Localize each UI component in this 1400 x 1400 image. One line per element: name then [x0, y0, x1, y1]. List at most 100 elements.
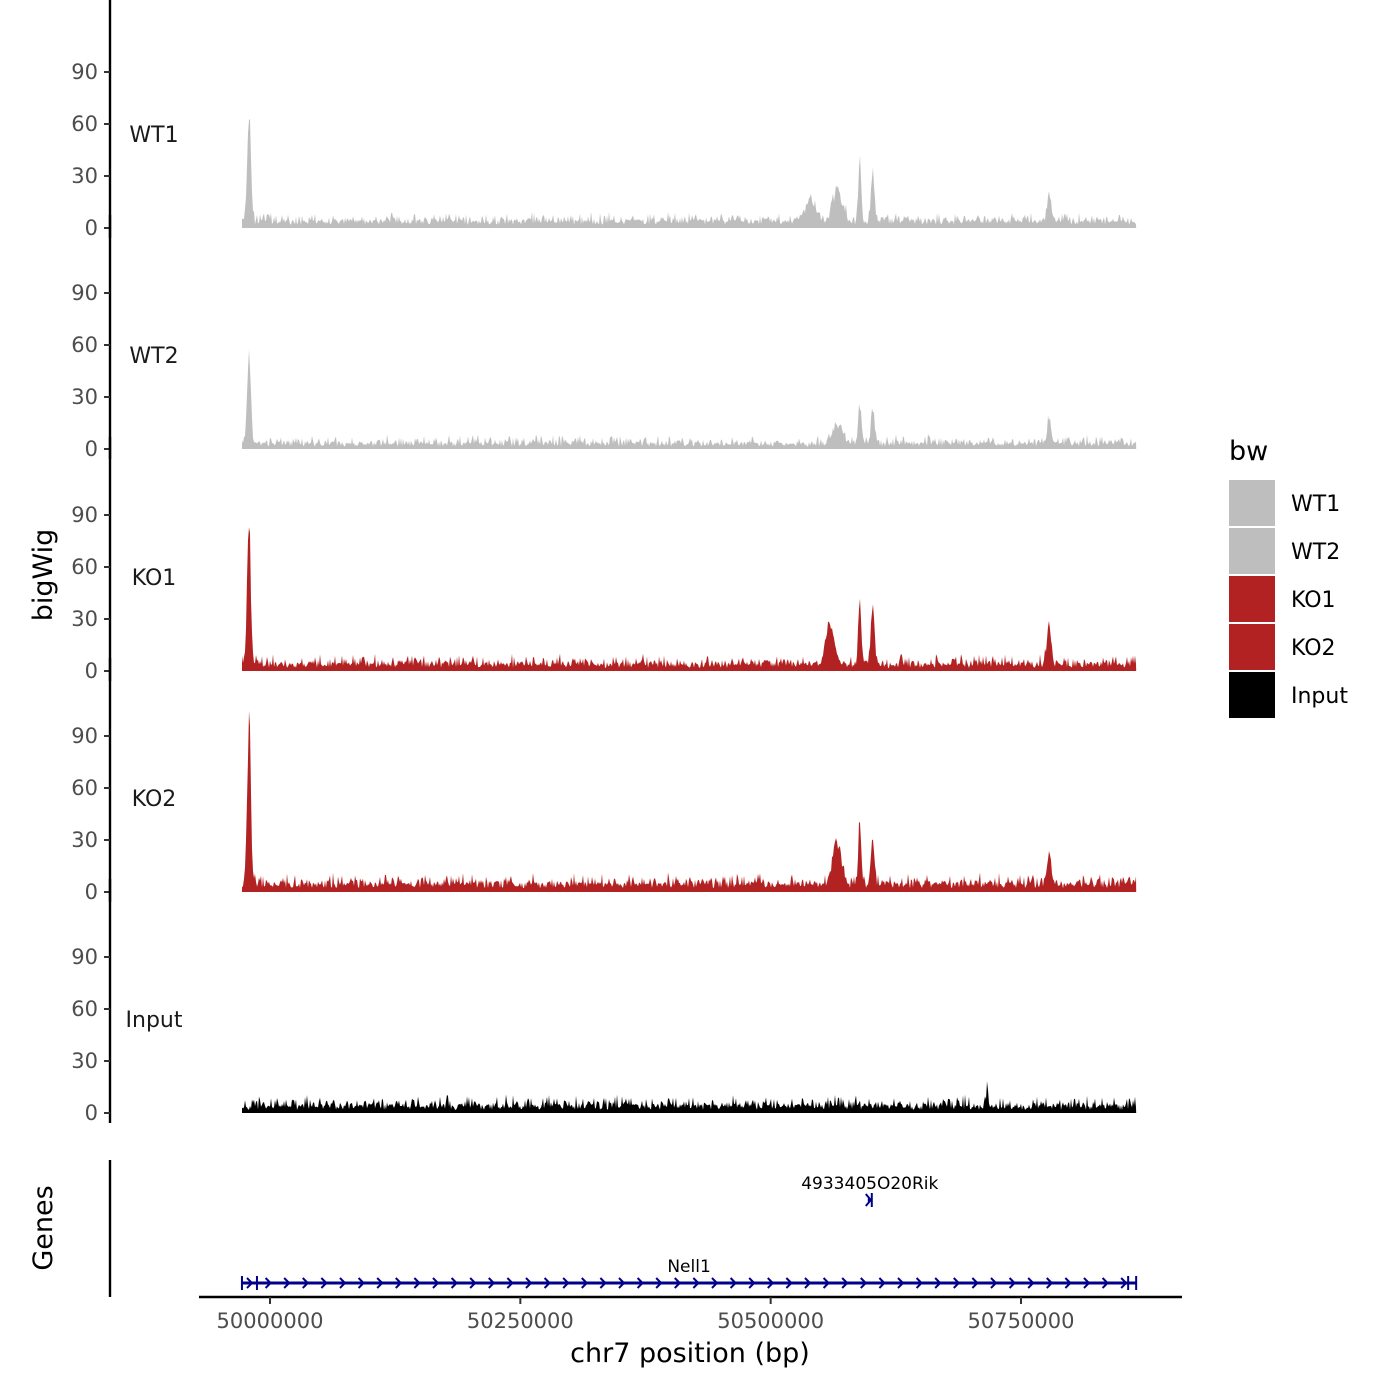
- x-axis-title: chr7 position (bp): [570, 1338, 810, 1369]
- legend-swatch: [1229, 528, 1275, 574]
- strand-arrow: [283, 1277, 291, 1289]
- strand-arrow: [841, 1277, 849, 1289]
- signal-area-wt1: [242, 118, 1137, 228]
- y-tick-label: 60: [71, 555, 98, 579]
- track-wt1: 0 30 60 90 WT1: [71, 0, 1137, 240]
- strand-arrow: [785, 1277, 793, 1289]
- track-input: 0 30 60 90 Input: [71, 878, 1137, 1125]
- strand-arrow: [1101, 1277, 1109, 1289]
- track-label: KO2: [132, 787, 177, 812]
- strand-arrow: [953, 1277, 961, 1289]
- legend-title: bw: [1229, 436, 1268, 467]
- track-label: WT2: [129, 344, 178, 369]
- y-tick-label: 30: [71, 164, 98, 188]
- legend-item-input: Input: [1229, 672, 1348, 718]
- y-tick-label: 0: [85, 437, 98, 461]
- track-wt2: 0 30 60 90 WT2: [71, 214, 1137, 461]
- strand-arrow: [971, 1277, 979, 1289]
- strand-arrow: [302, 1277, 310, 1289]
- signal-area-input: [242, 1081, 1137, 1113]
- legend-swatch: [1229, 480, 1275, 526]
- strand-arrow: [1027, 1277, 1035, 1289]
- gene-4933405o20rik: 4933405O20Rik: [801, 1174, 939, 1207]
- gene-label: 4933405O20Rik: [801, 1174, 938, 1194]
- track-label: WT1: [129, 123, 178, 148]
- y-tick-label: 90: [71, 503, 98, 527]
- y-tick-label: 90: [71, 724, 98, 748]
- strand-arrow: [562, 1277, 570, 1289]
- x-tick-label: 50750000: [968, 1309, 1075, 1333]
- gene-label: Nell1: [667, 1257, 710, 1277]
- legend-label: KO2: [1291, 636, 1336, 661]
- strand-arrow: [860, 1277, 868, 1289]
- strand-arrow: [897, 1277, 905, 1289]
- legend-label: WT1: [1291, 492, 1340, 517]
- strand-arrow: [878, 1277, 886, 1289]
- strand-arrow: [543, 1277, 551, 1289]
- y-tick-label: 30: [71, 385, 98, 409]
- signal-area-wt2: [242, 349, 1137, 449]
- strand-arrow: [748, 1277, 756, 1289]
- strand-arrow: [339, 1277, 347, 1289]
- y-tick-label: 0: [85, 880, 98, 904]
- track-label: Input: [126, 1008, 183, 1033]
- strand-arrow: [450, 1277, 458, 1289]
- legend-label: WT2: [1291, 540, 1340, 565]
- y-axis-title: bigWig: [28, 529, 59, 622]
- strand-arrow: [1008, 1277, 1016, 1289]
- strand-arrow: [1046, 1277, 1054, 1289]
- legend-item-ko2: KO2: [1229, 624, 1336, 670]
- track-ko1: 0 30 60 90 KO1: [71, 436, 1137, 683]
- strand-arrow: [915, 1277, 923, 1289]
- y-tick-label: 60: [71, 112, 98, 136]
- strand-arrow: [432, 1277, 440, 1289]
- y-tick-label: 0: [85, 1101, 98, 1125]
- y-tick-label: 0: [85, 216, 98, 240]
- x-tick-label: 50000000: [217, 1309, 324, 1333]
- y-tick-label: 90: [71, 945, 98, 969]
- legend: WT1 WT2 KO1 KO2 Input: [1229, 480, 1348, 718]
- gene-nell1: Nell1: [240, 1257, 1138, 1290]
- strand-arrow: [618, 1277, 626, 1289]
- strand-arrow: [636, 1277, 644, 1289]
- strand-arrow: [674, 1277, 682, 1289]
- x-axis: 50000000 50250000 50500000 50750000: [199, 1295, 1182, 1333]
- strand-arrow: [246, 1277, 254, 1289]
- legend-item-wt1: WT1: [1229, 480, 1340, 526]
- y-tick-label: 90: [71, 60, 98, 84]
- y-tick-label: 60: [71, 997, 98, 1021]
- strand-arrow: [320, 1277, 328, 1289]
- strand-arrow: [376, 1277, 384, 1289]
- genes-axis-title: Genes: [28, 1185, 59, 1270]
- legend-swatch: [1229, 576, 1275, 622]
- strand-arrow: [692, 1277, 700, 1289]
- strand-arrow: [413, 1277, 421, 1289]
- strand-arrow: [767, 1277, 775, 1289]
- legend-label: Input: [1291, 684, 1348, 709]
- track-ko2: 0 30 60 90 KO2: [71, 657, 1137, 904]
- y-tick-label: 0: [85, 659, 98, 683]
- tracks: 0 30 60 90 WT1 0 30 60 90 WT2 0 30 60 90 KO1 0 30 60 90 KO2…: [71, 0, 1137, 1125]
- strand-arrow: [581, 1277, 589, 1289]
- strand-arrow: [357, 1277, 365, 1289]
- strand-arrow: [395, 1277, 403, 1289]
- legend-swatch: [1229, 624, 1275, 670]
- strand-arrow: [804, 1277, 812, 1289]
- legend-item-ko1: KO1: [1229, 576, 1336, 622]
- strand-arrow: [599, 1277, 607, 1289]
- legend-item-wt2: WT2: [1229, 528, 1340, 574]
- strand-arrow: [711, 1277, 719, 1289]
- strand-arrow: [729, 1277, 737, 1289]
- y-tick-label: 30: [71, 607, 98, 631]
- strand-arrow: [264, 1277, 272, 1289]
- x-tick-label: 50500000: [717, 1309, 824, 1333]
- legend-label: KO1: [1291, 588, 1336, 613]
- strand-arrow: [990, 1277, 998, 1289]
- y-tick-label: 60: [71, 333, 98, 357]
- strand-arrow: [1064, 1277, 1072, 1289]
- signal-area-ko1: [242, 527, 1137, 671]
- track-label: KO1: [132, 566, 177, 591]
- legend-swatch: [1229, 672, 1275, 718]
- strand-arrow: [469, 1277, 477, 1289]
